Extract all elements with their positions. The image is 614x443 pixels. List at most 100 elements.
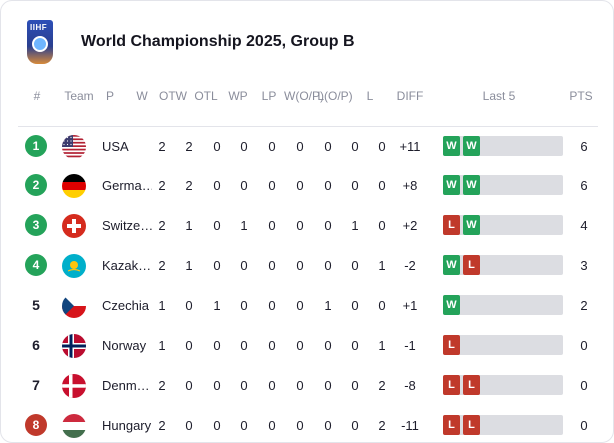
team-name[interactable]: Hungary: [102, 418, 152, 433]
rank-badge: 3: [25, 214, 47, 236]
stat-w-o-p: 0: [324, 139, 332, 154]
win-badge: W: [463, 175, 480, 195]
stat-lp: 0: [296, 258, 304, 273]
column-header-otl[interactable]: OTL: [194, 89, 218, 103]
column-header-l[interactable]: L: [366, 89, 374, 103]
stat-lp: 0: [296, 218, 304, 233]
table-row[interactable]: 5 Czechia 1 0 1 0 0 0 1 0 0 +1 W 2: [18, 286, 598, 326]
team-name[interactable]: Germa…: [102, 178, 152, 193]
stat-otw: 0: [213, 258, 221, 273]
stat-pts: 6: [580, 139, 588, 154]
stat-w: 2: [185, 139, 193, 154]
loss-badge: L: [463, 375, 480, 395]
team-name[interactable]: Denm…: [102, 378, 150, 393]
stat-pts: 0: [580, 418, 588, 433]
stat-diff: +2: [402, 218, 418, 233]
loss-badge: L: [443, 335, 460, 355]
team-name[interactable]: USA: [102, 139, 129, 154]
table-row[interactable]: 8 Hungary 2 0 0 0 0 0 0 0 2 -11 L L 0: [18, 406, 598, 442]
header: IIHF World Championship 2025, Group B: [25, 19, 355, 65]
table-row[interactable]: 4 Kazak… 2 1 0 0 0 0 0 0 1 -2 W L 3: [18, 246, 598, 286]
table-row[interactable]: 3 Switze… 2 1 0 1 0 0 0 1 0 +2 L W 4: [18, 206, 598, 246]
stat-otl: 1: [240, 218, 248, 233]
stat-lp: 0: [296, 418, 304, 433]
stat-w-o-p: 0: [324, 258, 332, 273]
column-header-lp[interactable]: LP: [261, 89, 277, 103]
stat-otw: 0: [213, 139, 221, 154]
stat-w: 0: [185, 418, 193, 433]
stat-wp: 0: [268, 378, 276, 393]
stat-w: 1: [185, 218, 193, 233]
switzerland-flag-icon: [62, 214, 86, 238]
stat-diff: -1: [404, 338, 416, 353]
stat-diff: +11: [399, 139, 421, 154]
column-header-diff[interactable]: DIFF: [396, 89, 424, 103]
loss-badge: L: [463, 415, 480, 435]
column-header-wp[interactable]: WP: [228, 89, 248, 103]
win-badge: W: [443, 175, 460, 195]
team-name[interactable]: Norway: [102, 338, 147, 353]
stat-l-o-p: 0: [351, 338, 359, 353]
stat-wp: 0: [268, 139, 276, 154]
loss-badge: L: [463, 255, 480, 275]
stat-lp: 0: [296, 139, 304, 154]
stat-l-o-p: 0: [351, 298, 359, 313]
table-row[interactable]: 1 USA 2 2 0 0 0 0 0 0 0 +11 W W 6: [18, 126, 598, 166]
stat-w: 0: [185, 338, 193, 353]
kazakhstan-flag-icon: [62, 254, 86, 278]
stat-pts: 4: [580, 218, 588, 233]
column-header-w[interactable]: W: [136, 89, 148, 103]
stat-p: 2: [158, 218, 166, 233]
stat-p: 2: [158, 139, 166, 154]
stat-lp: 0: [296, 178, 304, 193]
usa-flag-icon: [62, 135, 86, 159]
stat-w-o-p: 1: [324, 298, 332, 313]
stat-pts: 3: [580, 258, 588, 273]
loss-badge: L: [443, 215, 460, 235]
stat-w: 0: [185, 298, 193, 313]
column-header-otw[interactable]: OTW: [159, 89, 187, 103]
stat-wp: 0: [268, 338, 276, 353]
stat-otw: 0: [213, 338, 221, 353]
stat-otl: 0: [240, 258, 248, 273]
column-header-p[interactable]: P: [105, 89, 115, 103]
stat-l-o-p: 0: [351, 258, 359, 273]
table-row[interactable]: 6 Norway 1 0 0 0 0 0 0 0 1 -1 L 0: [18, 326, 598, 366]
stat-diff: -11: [401, 418, 419, 433]
stat-otw: 0: [213, 378, 221, 393]
table-row[interactable]: 7 Denm… 2 0 0 0 0 0 0 0 2 -8 L L 0: [18, 366, 598, 406]
column-header-pts[interactable]: PTS: [569, 89, 593, 103]
stat-l: 0: [378, 178, 386, 193]
loss-badge: L: [443, 415, 460, 435]
stat-w-o-p: 0: [324, 418, 332, 433]
stat-otl: 0: [240, 139, 248, 154]
stat-l-o-p: 0: [351, 418, 359, 433]
stat-otl: 0: [240, 338, 248, 353]
stat-w: 0: [185, 378, 193, 393]
stat-otw: 0: [213, 218, 221, 233]
norway-flag-icon: [62, 334, 86, 358]
page-title: World Championship 2025, Group B: [81, 33, 355, 50]
stat-l-o-p: 0: [351, 178, 359, 193]
team-name[interactable]: Czechia: [102, 298, 149, 313]
rank-badge: 7: [32, 377, 40, 393]
team-name[interactable]: Switze…: [102, 218, 152, 233]
rank-badge: 5: [32, 297, 40, 313]
column-header-l-o-p[interactable]: L(O/P): [317, 89, 353, 103]
last-five-form: W: [443, 295, 563, 315]
team-name[interactable]: Kazak…: [102, 258, 152, 273]
column-header-w-o-p[interactable]: W(O/P): [284, 89, 324, 103]
table-row[interactable]: 2 Germa… 2 2 0 0 0 0 0 0 0 +8 W W 6: [18, 166, 598, 206]
stat-pts: 0: [580, 338, 588, 353]
stat-l: 0: [378, 218, 386, 233]
column-header-last-5[interactable]: Last 5: [482, 89, 516, 103]
column-header-[interactable]: #: [33, 89, 41, 103]
czechia-flag-icon: [62, 294, 86, 318]
stat-p: 1: [158, 338, 166, 353]
stat-otl: 0: [240, 418, 248, 433]
column-header-team[interactable]: Team: [64, 89, 94, 103]
